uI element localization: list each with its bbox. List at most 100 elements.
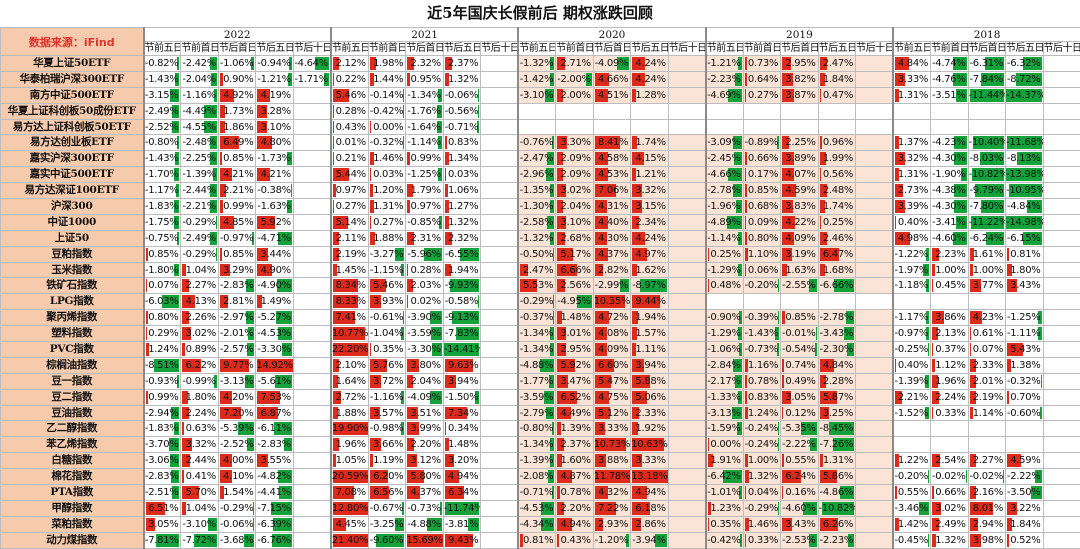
value-label: -4.82% <box>256 470 292 483</box>
value-cell: -4.64% <box>293 56 331 72</box>
value-label: -0.80% <box>519 422 555 435</box>
value-label: -1.42% <box>519 73 555 86</box>
value-cell: -2.83% <box>218 278 255 294</box>
value-label: -3.09% <box>707 136 743 149</box>
value-label: 3.02% <box>181 327 217 340</box>
value-cell <box>856 119 894 135</box>
value-cell: 3.55% <box>256 453 293 469</box>
value-label: 4.13% <box>181 295 217 308</box>
value-label: 4.08% <box>594 327 630 340</box>
value-cell: -11.68% <box>1006 135 1043 151</box>
value-cell <box>968 421 1005 437</box>
value-label: -8.72% <box>1006 73 1042 86</box>
value-cell: -1.77% <box>518 373 555 389</box>
value-label: -9.13% <box>444 311 480 324</box>
value-label: 3.94% <box>444 375 480 388</box>
value-label: -1.83% <box>145 422 181 435</box>
value-cell: 0.78% <box>556 485 593 501</box>
value-label: -1.34% <box>519 438 555 451</box>
value-label: -3.94% <box>631 534 667 547</box>
value-cell <box>706 103 743 119</box>
value-label: 2.31% <box>406 232 442 245</box>
value-cell: 1.74% <box>631 135 668 151</box>
value-cell: -0.42% <box>706 532 743 548</box>
value-cell <box>856 278 894 294</box>
value-cell: 1.73% <box>218 103 255 119</box>
value-cell <box>668 199 706 215</box>
value-cell: 1.84% <box>1006 516 1043 532</box>
value-cell: 10.63% <box>631 437 668 453</box>
value-label: 1.31% <box>894 89 930 102</box>
value-label: 1.60% <box>556 454 592 467</box>
value-cell: -0.89% <box>743 135 780 151</box>
value-cell: -6.03% <box>144 294 181 310</box>
value-cell: -11.74% <box>443 500 480 516</box>
value-cell: -2.25% <box>181 151 218 167</box>
value-label: -0.97% <box>894 327 930 340</box>
value-label: 11.78% <box>594 470 630 483</box>
value-cell: 1.63% <box>781 262 818 278</box>
value-label: 5.87% <box>819 391 855 404</box>
value-cell: 2.27% <box>181 278 218 294</box>
value-cell: -8.45% <box>818 421 855 437</box>
value-label: 0.81% <box>519 534 555 547</box>
value-cell: 1.19% <box>368 453 405 469</box>
value-cell: 3.33% <box>631 453 668 469</box>
value-cell <box>293 532 331 548</box>
value-cell: -11.44% <box>968 87 1005 103</box>
value-cell: -0.32% <box>1006 373 1043 389</box>
phase-header: 节前五日 <box>518 42 555 56</box>
value-label: 5.46% <box>332 89 368 102</box>
value-cell <box>1043 373 1080 389</box>
value-label: 0.99% <box>219 200 255 213</box>
value-label: 1.94% <box>631 311 667 324</box>
value-label: -5.27% <box>256 311 292 324</box>
value-cell: -1.20% <box>593 532 630 548</box>
value-cell: 0.66% <box>743 151 780 167</box>
value-cell: -3.30% <box>406 342 443 358</box>
value-label: 3.43% <box>1006 279 1042 292</box>
value-cell: -1.59% <box>706 421 743 437</box>
value-label: 0.35% <box>369 343 405 356</box>
value-label: 2.01% <box>969 375 1005 388</box>
value-label: 2.95% <box>781 57 817 70</box>
value-label: 1.98% <box>369 57 405 70</box>
value-label: -2.49% <box>145 105 181 118</box>
value-label: -0.76% <box>519 136 555 149</box>
value-label: 1.64% <box>332 375 368 388</box>
value-cell <box>1043 246 1080 262</box>
value-cell: 3.99% <box>406 421 443 437</box>
value-label: -1.76% <box>406 105 442 118</box>
value-cell: 2.37% <box>443 56 480 72</box>
value-cell: 4.72% <box>593 310 630 326</box>
value-cell: -6.66% <box>818 278 855 294</box>
value-label: 0.85% <box>219 248 255 261</box>
value-cell: 0.99% <box>406 151 443 167</box>
value-label: -4.30% <box>931 200 967 213</box>
value-cell: 3.05% <box>781 389 818 405</box>
value-cell: 2.21% <box>893 389 930 405</box>
value-label: -2.08% <box>519 470 555 483</box>
value-label: 4.20% <box>219 391 255 404</box>
value-cell: 2.27% <box>968 453 1005 469</box>
value-label: 2.73% <box>894 184 930 197</box>
value-cell: -2.30% <box>818 342 855 358</box>
value-label: 2.46% <box>819 232 855 245</box>
value-label: 1.44% <box>369 73 405 86</box>
value-cell: 9.44% <box>631 294 668 310</box>
value-cell: -0.50% <box>518 246 555 262</box>
value-cell: 1.24% <box>144 342 181 358</box>
value-cell: -4.09% <box>593 56 630 72</box>
value-cell <box>481 151 519 167</box>
value-cell: 1.48% <box>556 310 593 326</box>
value-label: -2.83% <box>145 470 181 483</box>
value-cell: 1.34% <box>443 151 480 167</box>
value-cell <box>668 389 706 405</box>
value-cell <box>893 103 930 119</box>
value-cell <box>668 405 706 421</box>
value-label: -1.35% <box>519 184 555 197</box>
value-cell: -3.68% <box>218 532 255 548</box>
value-label: 3.51% <box>406 407 442 420</box>
phase-header: 节后首日 <box>968 42 1005 56</box>
value-label: -10.95% <box>1006 184 1042 197</box>
